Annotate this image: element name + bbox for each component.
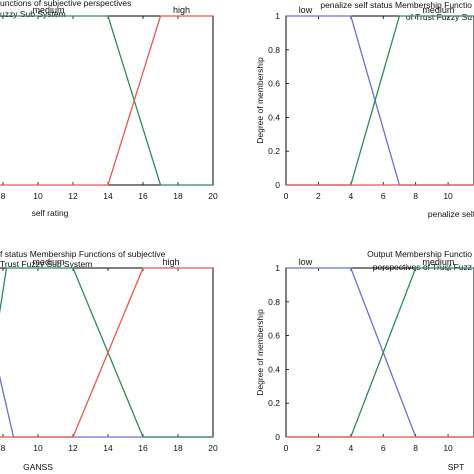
chart-panel-1: unctions of subjective perspectivesuzzy … (0, 0, 218, 218)
chart-title-line: penalize self status Membership Functio (320, 0, 472, 10)
x-tick-label: 8 (1, 191, 6, 201)
x-tick-label: 10 (33, 191, 43, 201)
chart-title-line: unctions of subjective perspectives (0, 0, 131, 8)
y-tick-label: 1 (275, 11, 280, 21)
membership-label: medium (32, 5, 64, 15)
x-tick-label: 0 (284, 191, 289, 201)
plot-frame (285, 267, 474, 438)
x-tick-label: 18 (173, 191, 183, 201)
x-tick-label: 10 (443, 443, 453, 453)
plot-frame (0, 15, 214, 186)
chart-title-line: Output Membership Functio (367, 249, 472, 259)
chart-panel-2: penalize self status Membership Functio o… (255, 0, 474, 219)
y-tick-label: 0.4 (268, 364, 280, 374)
chart-title-line: f status Membership Functions of subject… (0, 249, 166, 259)
x-tick-label: 2 (316, 443, 321, 453)
x-tick-label: 6 (381, 191, 386, 201)
membership-label: high (173, 5, 190, 15)
x-tick-label: 4 (348, 443, 353, 453)
x-axis-label: penalize self st (428, 209, 474, 219)
series-line-low (286, 15, 474, 186)
chart-title-line: Trust Fuzzy Sub System (0, 259, 92, 269)
x-tick-label: 12 (68, 443, 78, 453)
y-tick-label: 1 (275, 263, 280, 273)
x-tick-label: 14 (103, 443, 113, 453)
x-tick-label: 2 (316, 191, 321, 201)
series-line-medium (0, 267, 213, 438)
series-line-low (286, 267, 474, 438)
membership-label: low (299, 257, 313, 267)
chart-title-line: perspectives of Trust Fuzz (373, 262, 472, 272)
series-line-medium (286, 15, 474, 186)
y-tick-label: 0.4 (268, 112, 280, 122)
y-tick-label: 0.6 (268, 331, 280, 341)
x-tick-label: 0 (284, 443, 289, 453)
x-tick-label: 6 (381, 443, 386, 453)
y-tick-label: 0.2 (268, 398, 280, 408)
membership-label: medium (422, 5, 454, 15)
x-tick-label: 8 (1, 443, 6, 453)
series-line-high (0, 267, 213, 438)
chart-panel-3: f status Membership Functions of subject… (0, 249, 218, 472)
y-tick-label: 0.2 (268, 146, 280, 156)
membership-label: high (162, 257, 179, 267)
series-line-low (0, 375, 213, 438)
y-tick-label: 0.6 (268, 79, 280, 89)
x-tick-label: 16 (138, 191, 148, 201)
x-tick-label: 20 (208, 191, 218, 201)
y-axis-label: Degree of membership (255, 57, 265, 144)
y-tick-label: 0.8 (268, 297, 280, 307)
y-tick-label: 0 (275, 432, 280, 442)
y-tick-label: 0 (275, 180, 280, 190)
x-axis-label: GANSS (23, 462, 53, 472)
x-tick-label: 12 (68, 191, 78, 201)
series-line-medium (0, 15, 213, 186)
membership-label: low (299, 5, 313, 15)
series-line-high (0, 15, 213, 186)
membership-label: medium (422, 257, 454, 267)
y-tick-label: 0.8 (268, 45, 280, 55)
series-line-medium (286, 267, 474, 438)
x-axis-label: SPT (448, 462, 465, 472)
x-tick-label: 8 (413, 443, 418, 453)
chart-title-line: uzzy Sub System (0, 9, 66, 19)
x-tick-label: 8 (413, 191, 418, 201)
x-tick-label: 18 (173, 443, 183, 453)
plot-frame (285, 15, 474, 186)
y-axis-label: Degree of membership (255, 309, 265, 396)
chart-panel-4: Output Membership Functio perspectives of… (255, 249, 474, 472)
x-tick-label: 4 (348, 191, 353, 201)
membership-label: medium (32, 257, 64, 267)
x-tick-label: 20 (208, 443, 218, 453)
x-axis-label: self rating (32, 208, 69, 218)
x-tick-label: 10 (443, 191, 453, 201)
chart-title-line: of Trust Fuzzy Su (406, 12, 472, 22)
plot-frame (0, 267, 214, 438)
x-tick-label: 14 (103, 191, 113, 201)
x-tick-label: 10 (33, 443, 43, 453)
x-tick-label: 16 (138, 443, 148, 453)
